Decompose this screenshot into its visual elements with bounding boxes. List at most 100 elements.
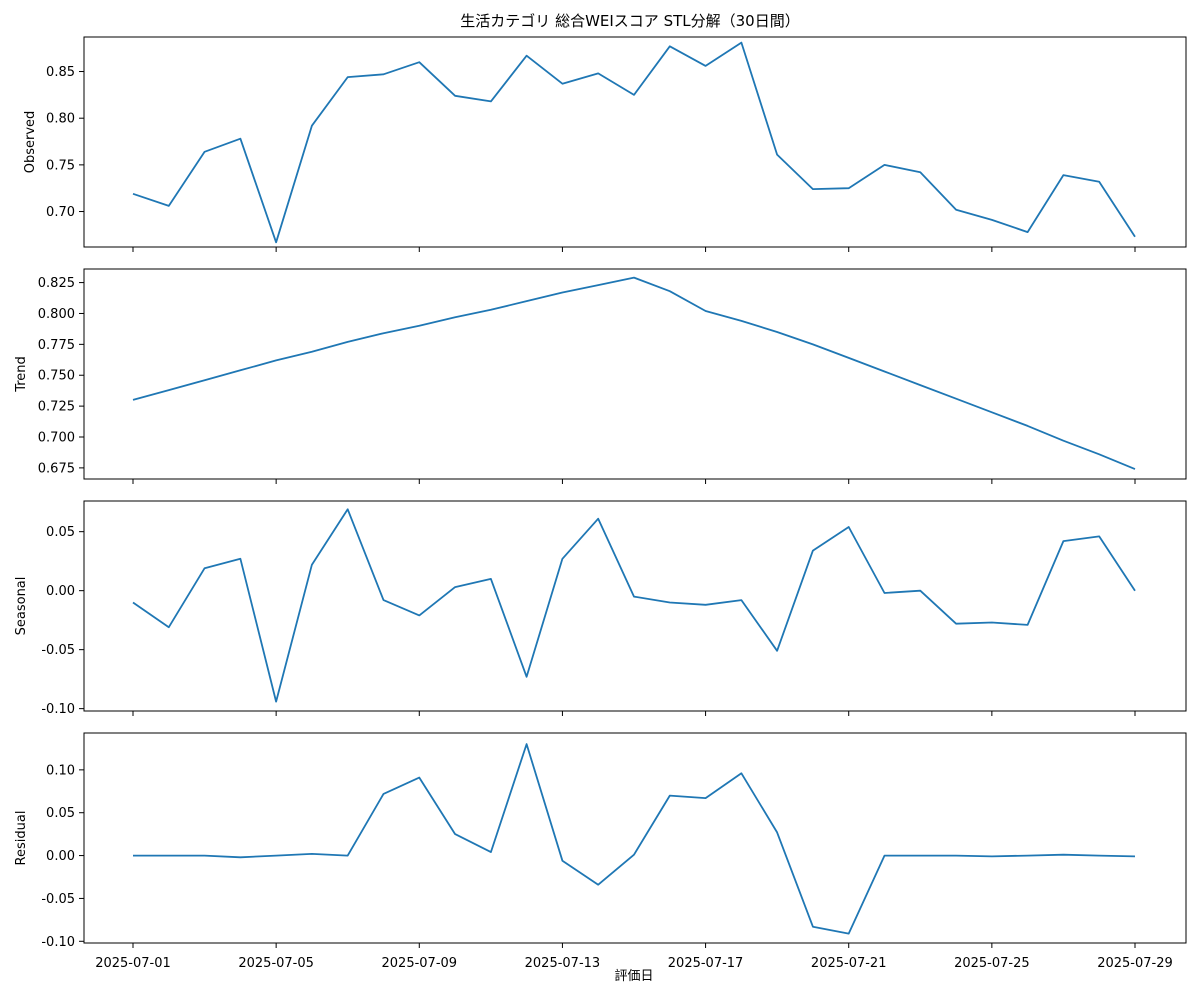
panel-observed: 0.70 0.75 0.80 0.85 Observed [23,36,1187,252]
y-tick-label: 0.10 [46,763,75,778]
data-point [1026,231,1029,234]
y-tick-label: -0.05 [41,892,75,907]
y-tick-label: 0.70 [46,205,75,220]
y-axis-label-residual: Residual [14,811,29,866]
data-point [704,310,707,313]
panel-frame [83,732,1187,944]
data-point [132,398,135,401]
x-tick-label: 2025-07-29 [1097,956,1173,971]
y-axis-label-trend: Trend [14,356,29,393]
data-point [418,614,421,617]
y-tick-label: 0.00 [46,849,75,864]
data-point [955,397,958,400]
panels-group: 0.700.750.800.85Observed0.6750.7000.7250… [14,36,1187,971]
data-point [382,599,385,602]
data-point [883,592,886,595]
data-point [811,343,814,346]
data-point [776,649,779,652]
data-point [847,526,850,529]
data-point [597,883,600,886]
data-point [239,137,242,140]
data-point [668,290,671,293]
data-point [382,792,385,795]
data-point [489,577,492,580]
data-point [633,595,636,598]
data-point [346,76,349,79]
data-point [1062,439,1065,442]
series-line-seasonal [132,508,1136,703]
panel-frame [83,500,1187,712]
data-point [740,41,743,44]
data-point [454,833,457,836]
data-point [418,324,421,327]
y-tick-label: -0.05 [41,643,75,658]
data-point [1026,623,1029,626]
data-point [847,187,850,190]
data-point [382,332,385,335]
data-point [1062,540,1065,543]
data-point [275,854,278,857]
data-point [990,855,993,858]
data-point [847,932,850,935]
data-point [310,124,313,127]
data-point [633,853,636,856]
x-tick-label: 2025-07-25 [954,956,1030,971]
data-point [454,316,457,319]
data-point [883,854,886,857]
data-point [167,626,170,629]
data-point [561,557,564,560]
y-tick-label: 0.05 [46,806,75,821]
data-point [919,854,922,857]
data-point [776,331,779,334]
data-point [955,854,958,857]
data-point [382,73,385,76]
data-point [776,153,779,156]
data-point [239,856,242,859]
data-point [310,563,313,566]
y-tick-label: 0.775 [38,338,75,353]
data-point [132,601,135,604]
panel-residual: 0.10 0.05 0.00 -0.05 -0.10 Residual [14,732,1187,950]
data-point [919,384,922,387]
x-tick-label: 2025-07-13 [525,956,601,971]
data-point [919,171,922,174]
data-point [883,163,886,166]
data-point [1062,853,1065,856]
data-point [597,517,600,520]
data-point [597,72,600,75]
data-point [561,859,564,862]
x-tick-label: 2025-07-09 [382,956,458,971]
data-point [1134,235,1137,238]
series-line-observed [132,41,1136,244]
data-point [489,100,492,103]
data-point [990,411,993,414]
data-point [346,508,349,511]
data-point [776,831,779,834]
y-tick-label: 0.75 [46,158,75,173]
data-point [990,621,993,624]
data-point [525,743,528,746]
x-tick-label: 2025-07-17 [668,956,744,971]
data-point [561,291,564,294]
data-point [310,852,313,855]
data-point [633,93,636,96]
series-line-trend [132,276,1136,470]
x-axis-label: 評価日 [614,969,653,984]
data-point [561,82,564,85]
data-point [418,776,421,779]
data-point [633,276,636,279]
data-point [1098,453,1101,456]
data-point [1134,589,1137,592]
data-point [167,204,170,207]
data-point [990,218,993,221]
data-point [203,854,206,857]
data-point [418,61,421,64]
y-tick-label: 0.85 [46,65,75,80]
data-point [1134,468,1137,471]
data-point [525,300,528,303]
data-point [525,675,528,678]
data-point [955,622,958,625]
data-point [1098,854,1101,857]
